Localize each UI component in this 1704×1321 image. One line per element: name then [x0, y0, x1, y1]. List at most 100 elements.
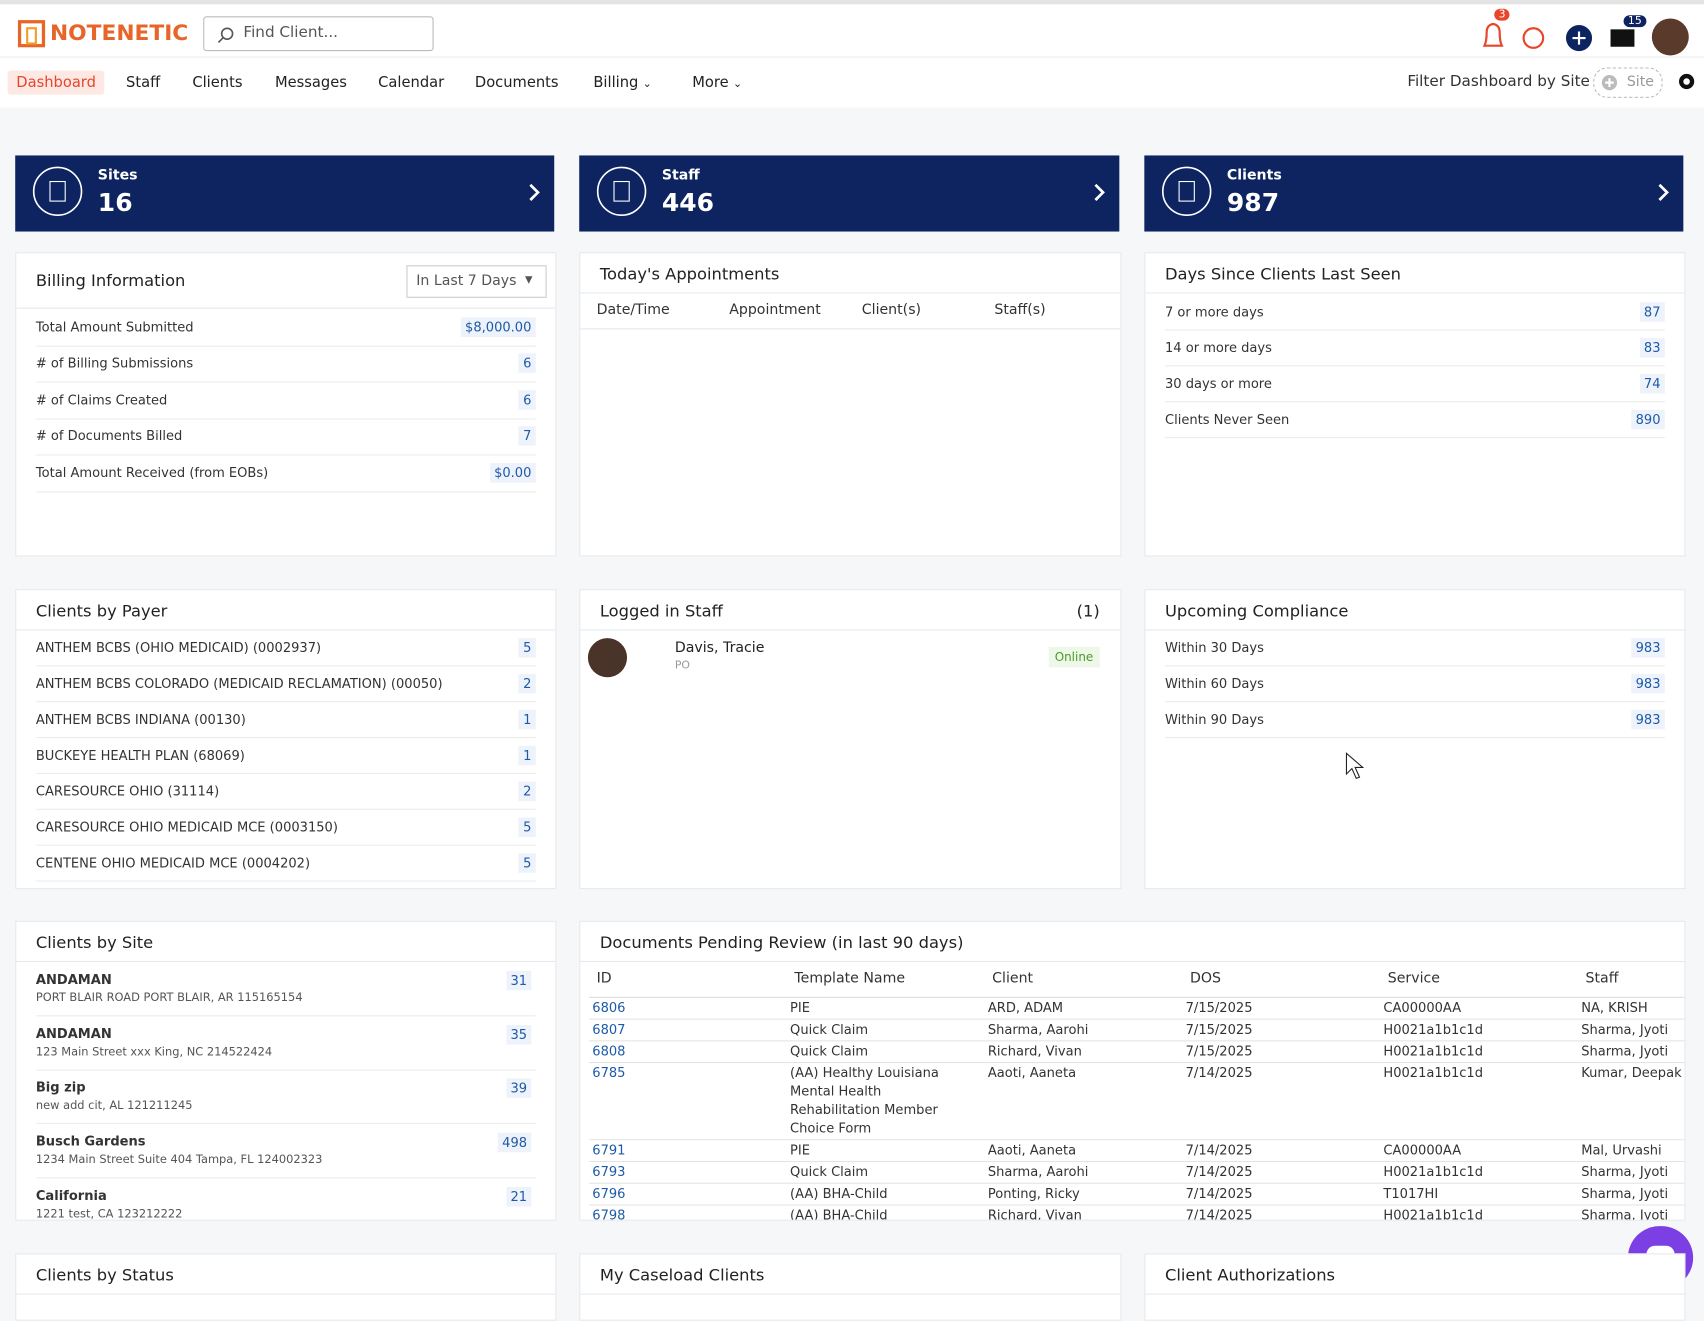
table-cell: PIE	[786, 1139, 985, 1163]
table-cell: ARD, ADAM	[984, 997, 1183, 1020]
table-cell: Richard, Vivan	[984, 1040, 1183, 1064]
nav-item[interactable]: Billing ⌄	[593, 73, 652, 92]
logged-staff-panel: Logged in Staff (1) Davis, Tracie PO Online	[579, 589, 1122, 890]
column-header: Staff	[1577, 963, 1685, 998]
row-label: 30 days or more	[1164, 375, 1272, 391]
search-placeholder: Find Client...	[243, 23, 338, 42]
document-id-link[interactable]: 6808	[589, 1040, 787, 1064]
summary-card[interactable]: Staff 446	[579, 155, 1120, 232]
document-id-link[interactable]: 6791	[589, 1139, 787, 1163]
document-id-link[interactable]: 6785	[589, 1062, 787, 1141]
compliance-panel: Upcoming Compliance Within 30 Days 983 With…	[1144, 589, 1686, 890]
bottom-panel: My Caseload Clients	[579, 1253, 1122, 1321]
document-id-link[interactable]: 6793	[589, 1161, 787, 1184]
table-cell: 7/15/2025	[1182, 1040, 1381, 1064]
panel-divider	[16, 960, 556, 963]
documents-panel: Documents Pending Review (in last 90 day…	[579, 920, 1686, 1221]
list-row: CENTENE OHIO MEDICAID MCE (0004202) 5	[35, 845, 536, 882]
table-cell: NA, KRISH	[1577, 997, 1685, 1020]
site-name: Busch Gardens	[35, 1133, 146, 1150]
panel-title: Client Authorizations	[1164, 1265, 1336, 1285]
panel-title: Billing Information	[35, 270, 186, 291]
site-address: 1234 Main Street Suite 404 Tampa, FL 124…	[35, 1153, 323, 1167]
panel-title: My Caseload Clients	[599, 1265, 765, 1285]
row-label: # of Billing Submissions	[35, 355, 194, 371]
panel-divider	[580, 629, 1121, 631]
panel-divider	[1145, 629, 1685, 631]
list-row: Total Amount Submitted $8,000.00	[35, 309, 536, 347]
logo: NOTENETIC	[49, 19, 189, 46]
list-row: # of Documents Billed 7	[35, 418, 536, 456]
documents-table: ID Template Name Client DOS Service Staff 6806…	[589, 963, 1685, 1220]
table-row: 6793 Quick Claim Sharma, Aarohi 7/14/2025 H0…	[589, 1161, 1685, 1184]
row-value: 87	[1639, 301, 1665, 322]
row-value: 5	[518, 816, 536, 837]
site-row: Big zip new add cit, AL 121211245 39	[35, 1070, 536, 1125]
nav-item[interactable]: Dashboard	[7, 70, 105, 95]
document-id-link[interactable]: 6806	[589, 997, 787, 1020]
bottom-panel: Client Authorizations	[1144, 1253, 1686, 1321]
site-count: 39	[506, 1078, 532, 1099]
summary-card[interactable]: Sites 16	[15, 155, 555, 232]
document-id-link[interactable]: 6807	[589, 1019, 787, 1042]
row-label: Within 90 Days	[1164, 711, 1264, 727]
list-row: # of Billing Submissions 6	[35, 345, 536, 383]
staff-count: (1)	[1076, 601, 1100, 621]
row-value: 2	[518, 673, 536, 693]
header-icons	[1482, 18, 1689, 56]
site-name: California	[35, 1187, 107, 1204]
card-arrow	[529, 183, 540, 201]
table-cell: PIE	[786, 997, 985, 1020]
summary-card[interactable]: Clients 987	[1144, 155, 1684, 232]
panel-title: Logged in Staff	[599, 601, 723, 621]
nav-item[interactable]: Documents	[474, 73, 559, 92]
list-row: BUCKEYE HEALTH PLAN (68069) 1	[35, 737, 536, 774]
row-label: ANTHEM BCBS INDIANA (00130)	[35, 711, 246, 727]
list-row: 7 or more days 87	[1164, 293, 1665, 331]
panel-divider	[580, 292, 1121, 294]
panel-title: Clients by Status	[35, 1265, 174, 1285]
site-name: ANDAMAN	[35, 971, 112, 988]
row-label: Within 30 Days	[1164, 639, 1264, 655]
site-address: PORT BLAIR ROAD PORT BLAIR, AR 115165154	[35, 991, 303, 1005]
date-dropdown[interactable]: In Last 7 Days ▼	[406, 265, 547, 298]
settings-icon[interactable]	[1677, 72, 1697, 92]
table-cell: Aaoti, Aaneta	[984, 1062, 1183, 1141]
row-value: 1	[518, 709, 536, 729]
nav-item[interactable]: Messages	[274, 73, 347, 92]
table-cell: Ponting, Ricky	[984, 1183, 1183, 1206]
site-filter-button[interactable]: Site	[1593, 67, 1663, 98]
list-row: Within 60 Days 983	[1164, 665, 1665, 703]
row-label: ANTHEM BCBS COLORADO (MEDICAID RECLAMATI…	[35, 675, 443, 691]
nav-item[interactable]: Calendar	[378, 73, 445, 92]
row-value: 5	[518, 852, 536, 873]
row-label: CARESOURCE OHIO (31114)	[35, 783, 220, 799]
card-label: Sites	[97, 167, 138, 184]
appointments-panel: Today's Appointments Date/Time Appointment…	[579, 252, 1122, 557]
nav-item[interactable]: Staff	[126, 73, 161, 92]
table-row: 6796 (AA) BHA-Child Ponting, Ricky 7/14/202…	[589, 1183, 1685, 1206]
list-row: ANTHEM BCBS INDIANA (00130) 1	[35, 701, 536, 739]
nav-item[interactable]: Clients	[192, 73, 243, 92]
table-cell: T1017HI	[1380, 1183, 1578, 1206]
site-row: ANDAMAN PORT BLAIR ROAD PORT BLAIR, AR 11…	[35, 962, 536, 1017]
row-label: # of Claims Created	[35, 392, 168, 408]
table-cell: Aaoti, Aaneta	[984, 1139, 1183, 1163]
nav-item[interactable]: More ⌄	[692, 73, 743, 92]
table-cell: 7/15/2025	[1182, 997, 1381, 1020]
site-row: ANDAMAN 123 Main Street xxx King, NC 2145…	[35, 1016, 536, 1071]
card-arrow	[1094, 183, 1105, 201]
document-id-link[interactable]: 6798	[589, 1204, 787, 1220]
card-icon	[596, 166, 647, 217]
document-id-link[interactable]: 6796	[589, 1183, 787, 1206]
table-cell: (AA) BHA-Child	[786, 1204, 985, 1220]
table-cell: CA00000AA	[1380, 997, 1578, 1020]
search-box[interactable]: Find Client...	[203, 16, 434, 52]
site-button-label: Site	[1626, 73, 1654, 91]
table-row: 6785 (AA) Healthy Louisiana Mental Health…	[589, 1062, 1685, 1141]
table-cell: Mal, Urvashi	[1577, 1139, 1685, 1163]
panel-divider	[580, 960, 1685, 963]
table-header-row: ID Template Name Client DOS Service Staff	[589, 963, 1685, 998]
notification-count: 3	[1494, 8, 1510, 21]
